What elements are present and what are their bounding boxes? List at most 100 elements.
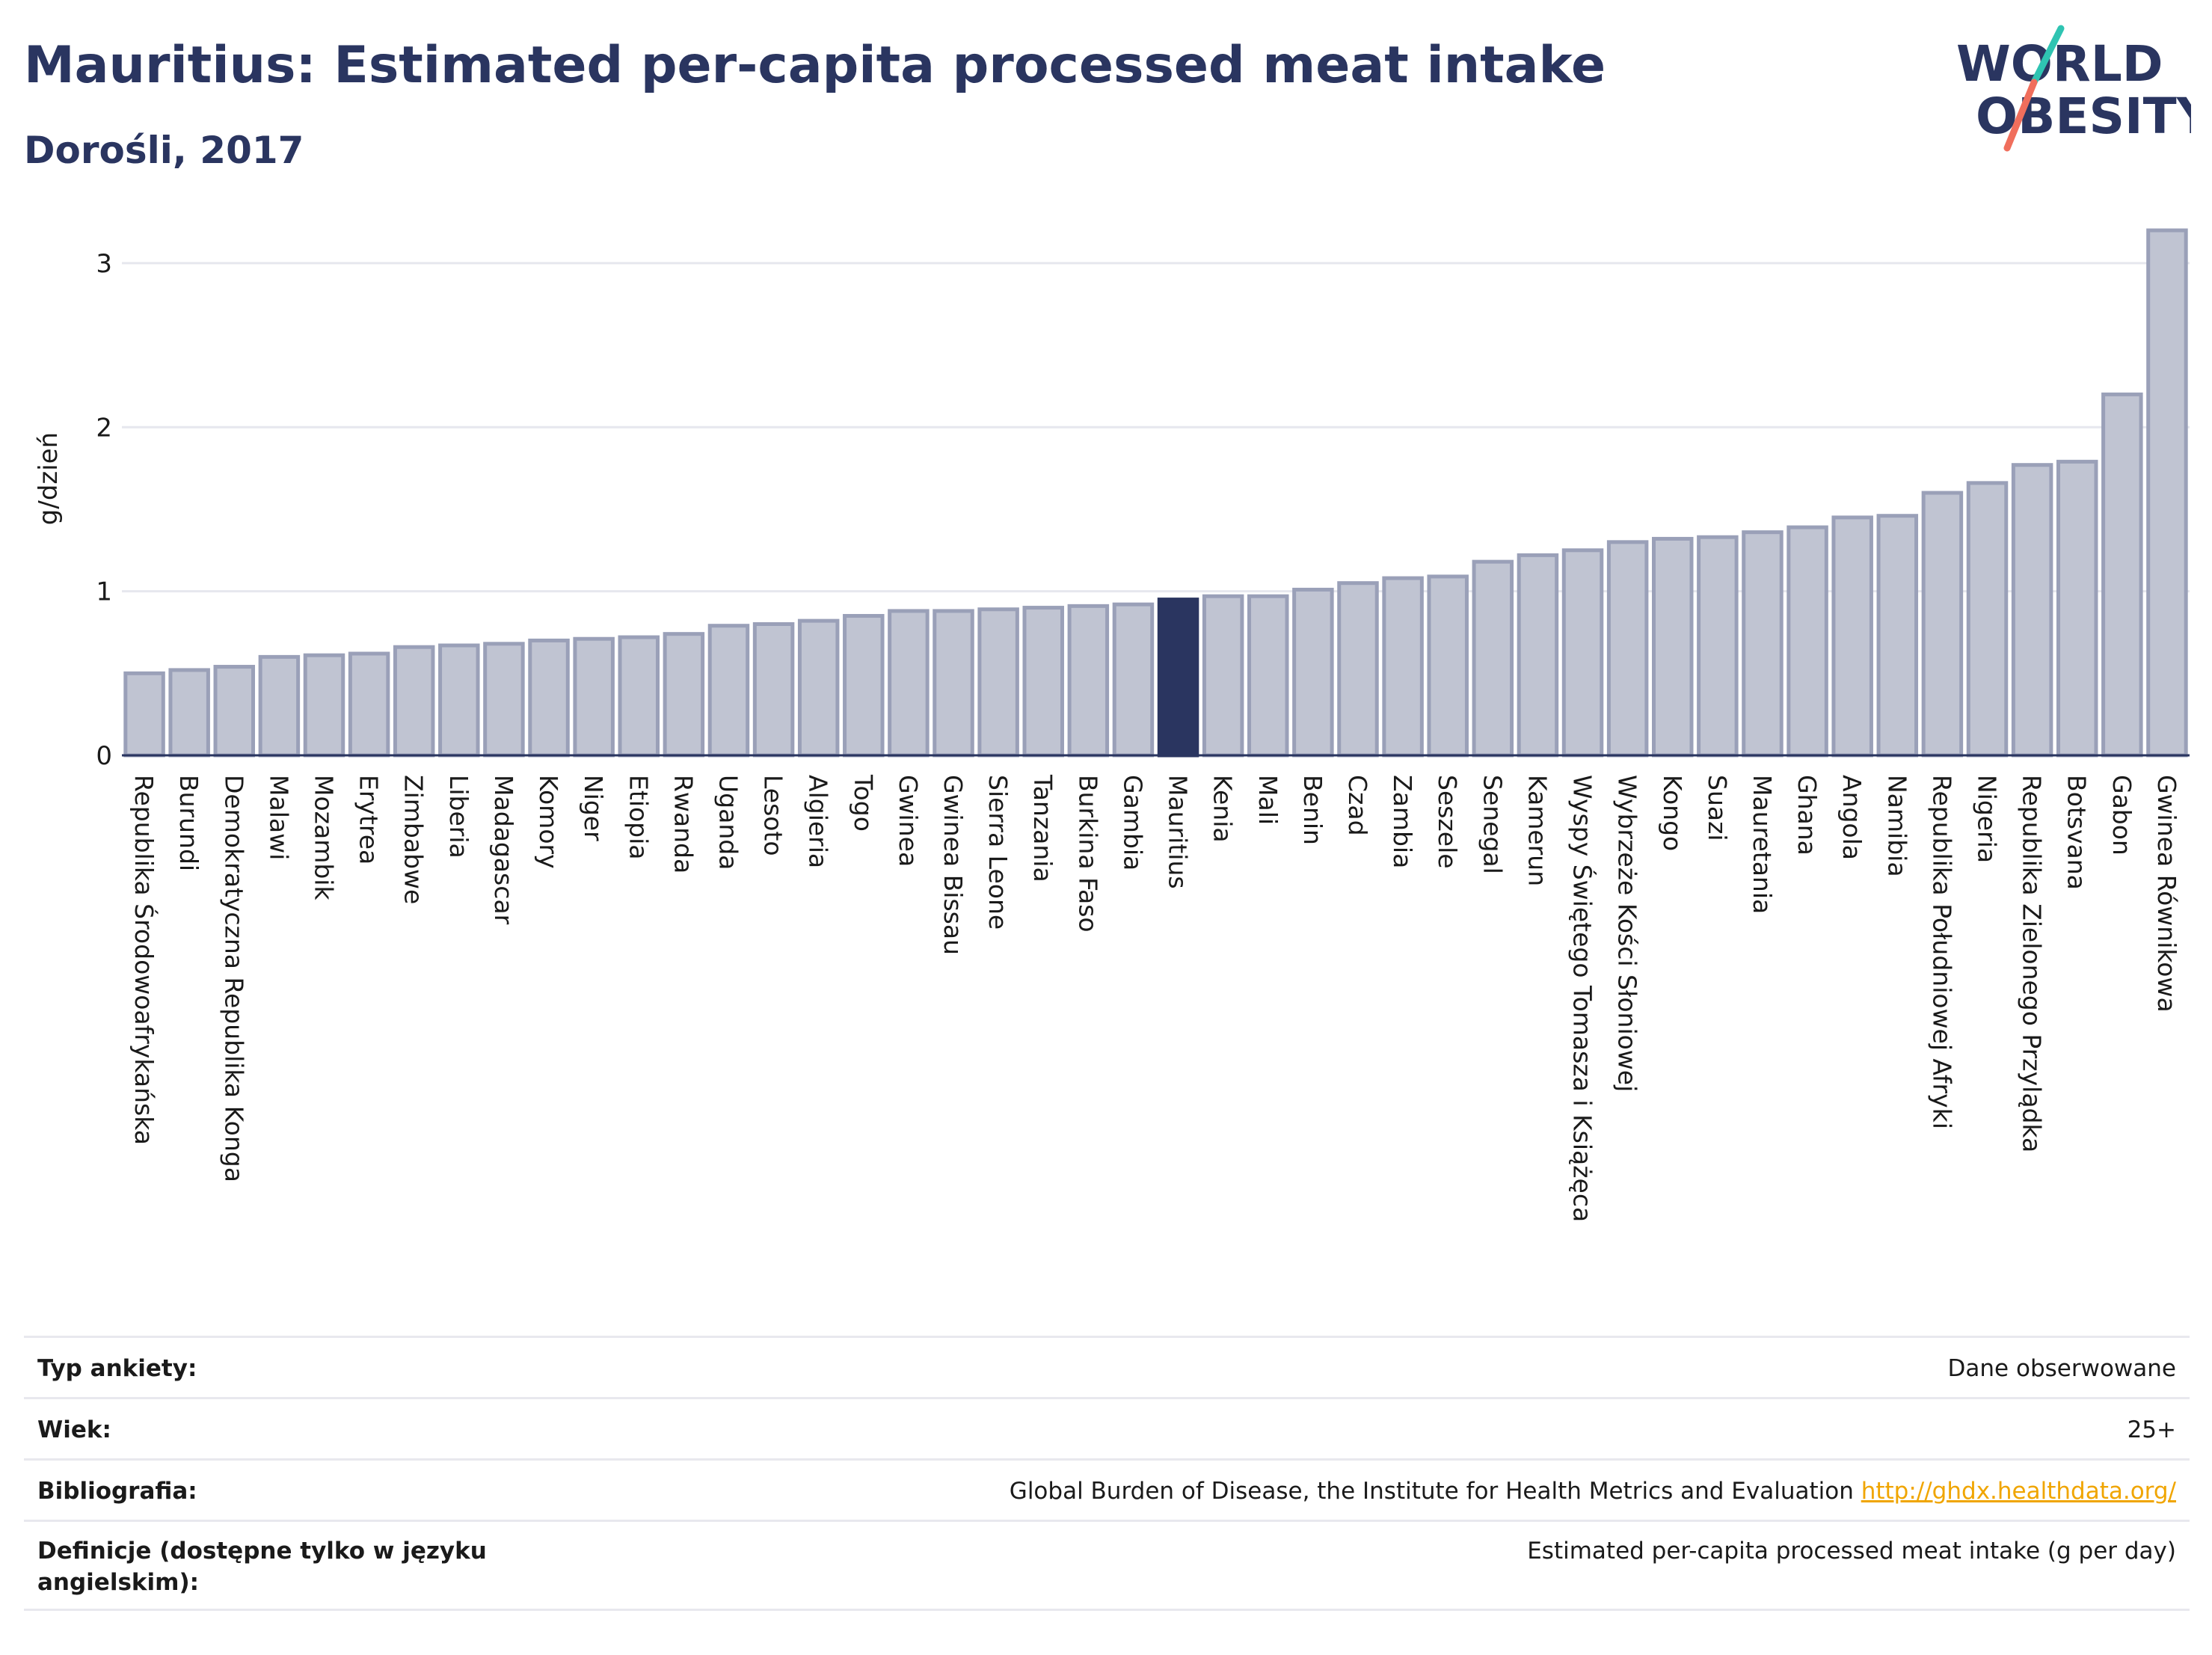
x-tick-label: Uganda: [713, 775, 743, 870]
bar[interactable]: [438, 643, 480, 758]
bar[interactable]: [1697, 535, 1739, 758]
y-tick-label: 2: [96, 413, 112, 443]
bar[interactable]: [1606, 540, 1649, 758]
bar[interactable]: [977, 607, 1019, 758]
bar[interactable]: [843, 614, 885, 758]
bar[interactable]: [933, 609, 974, 758]
info-value: Global Burden of Disease, the Institute …: [1010, 1476, 2176, 1507]
x-tick-label: Burundi: [174, 775, 203, 871]
x-tick-label: Malawi: [264, 775, 293, 860]
info-table: Typ ankiety: Dane obserwowane Wiek: 25+ Bibl…: [24, 1336, 2190, 1611]
info-row: Definicje (dostępne tylko w języku angie…: [24, 1520, 2190, 1611]
page-title: Mauritius: Estimated per-capita processe…: [24, 36, 1606, 95]
bar[interactable]: [1202, 594, 1244, 758]
bar[interactable]: [303, 653, 345, 758]
x-tick-labels: Republika Środowoafrykańska Burundi Demokr…: [129, 774, 2181, 1222]
x-tick-label: Seszele: [1433, 775, 1462, 869]
bar[interactable]: [1921, 491, 1964, 758]
x-tick-label: Algieria: [804, 775, 833, 868]
x-tick-label: Madagascar: [489, 775, 518, 925]
info-value: 25+: [2127, 1414, 2176, 1446]
bars-layer: [122, 228, 2190, 758]
x-tick-label: Angola: [1837, 775, 1867, 860]
x-tick-label: Czad: [1343, 775, 1372, 836]
x-tick-label: Gwinea Bissau: [938, 775, 968, 955]
bar[interactable]: [707, 624, 750, 758]
bar[interactable]: [1966, 481, 2009, 758]
x-tick-label: Nigeria: [1973, 775, 2002, 863]
bar[interactable]: [797, 618, 840, 758]
bar[interactable]: [1831, 515, 1873, 758]
bar[interactable]: [1247, 594, 1289, 758]
x-tick-label: Sierra Leone: [983, 775, 1013, 930]
x-tick-label: Botsvana: [2062, 775, 2092, 890]
bar[interactable]: [752, 622, 795, 758]
world-obesity-logo[interactable]: WORLD OBESITY: [1944, 15, 2191, 165]
x-tick-label: Burkina Faso: [1073, 775, 1102, 933]
info-value-text: 25+: [2127, 1416, 2176, 1443]
bar[interactable]: [1472, 559, 1514, 758]
x-tick-label: Republika Środowoafrykańska: [129, 775, 159, 1145]
bar[interactable]: [2101, 392, 2143, 758]
bar[interactable]: [1022, 606, 1064, 758]
bar[interactable]: [1787, 525, 1828, 758]
bar[interactable]: [1652, 536, 1694, 758]
logo-slash-top: [2030, 25, 2065, 86]
bar[interactable]: [888, 609, 930, 758]
x-tick-label: Liberia: [444, 775, 473, 859]
x-tick-label: Zimbabwe: [399, 775, 428, 904]
bar[interactable]: [528, 638, 570, 758]
info-label: Typ ankiety:: [37, 1355, 197, 1382]
x-tick-label: Rwanda: [669, 775, 698, 873]
bar[interactable]: [618, 635, 660, 758]
info-label: Wiek:: [37, 1416, 111, 1443]
x-tick-label: Etiopia: [624, 775, 653, 860]
bar[interactable]: [1561, 548, 1604, 758]
bar[interactable]: [348, 651, 390, 758]
bar[interactable]: [393, 645, 435, 758]
x-tick-label: Gwinea: [894, 775, 923, 867]
bar[interactable]: [2056, 459, 2098, 758]
bar[interactable]: [2146, 228, 2188, 758]
bar[interactable]: [663, 632, 705, 758]
bar[interactable]: [213, 665, 256, 758]
bar[interactable]: [168, 668, 210, 758]
bar[interactable]: [1427, 574, 1469, 758]
x-tick-label: Komory: [534, 775, 563, 869]
info-value-text: Global Burden of Disease, the Institute …: [1009, 1478, 1854, 1505]
y-tick-label: 0: [96, 741, 112, 771]
page-subtitle: Dorośli, 2017: [24, 129, 304, 172]
bar[interactable]: [258, 654, 301, 758]
bar[interactable]: [483, 642, 525, 758]
x-tick-label: Kongo: [1658, 775, 1687, 851]
x-tick-label: Republika Południowej Afryki: [1927, 775, 1956, 1129]
bar-chart: Republika Środowoafrykańska Burundi Demokr…: [34, 228, 2190, 1222]
bar[interactable]: [1517, 553, 1559, 758]
bar[interactable]: [573, 636, 615, 758]
x-tick-label: Republika Zielonego Przylądka: [2018, 775, 2047, 1152]
bar[interactable]: [2011, 463, 2053, 758]
bar[interactable]: [1112, 602, 1155, 758]
info-label: Bibliografia:: [37, 1478, 197, 1505]
x-tick-label: Senegal: [1478, 775, 1507, 874]
x-tick-label: Kamerun: [1523, 775, 1552, 886]
y-axis-label: g/dzień: [34, 432, 64, 525]
x-tick-label: Namibia: [1882, 775, 1911, 877]
bar[interactable]: [1382, 576, 1424, 758]
info-value-text: Estimated per-capita processed meat inta…: [1527, 1538, 2176, 1565]
x-tick-label: Demokratyczna Republika Konga: [219, 775, 248, 1182]
bar[interactable]: [1067, 604, 1110, 758]
bar-highlighted[interactable]: [1157, 598, 1199, 758]
y-tick-labels: 0 1 2 3: [96, 249, 112, 771]
bar[interactable]: [1337, 581, 1379, 758]
x-tick-label: Gabon: [2107, 775, 2136, 856]
bar[interactable]: [1292, 587, 1334, 758]
x-tick-label: Tanzania: [1028, 774, 1057, 882]
source-link[interactable]: http://ghdx.healthdata.org/: [1861, 1478, 2176, 1505]
info-value: Estimated per-capita processed meat inta…: [1527, 1535, 2176, 1567]
bar[interactable]: [123, 671, 165, 758]
x-tick-label: Wybrzeże Kości Słoniowej: [1613, 775, 1642, 1092]
bar[interactable]: [1742, 530, 1784, 758]
bar[interactable]: [1876, 514, 1919, 758]
y-tick-label: 3: [96, 249, 112, 279]
